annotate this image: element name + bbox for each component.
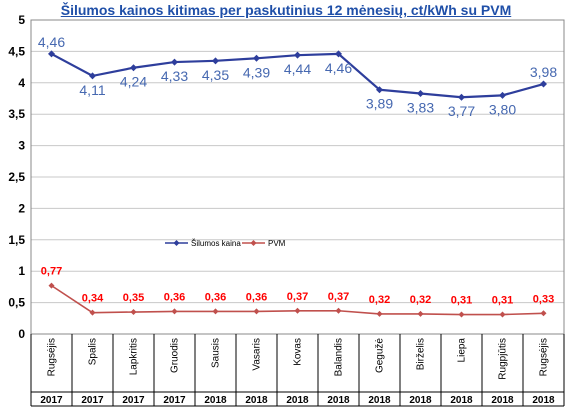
- y-tick-label: 3: [18, 139, 25, 153]
- y-tick-label: 2,5: [8, 170, 25, 184]
- legend-label-2: PVM: [268, 239, 286, 248]
- x-tick-label: Lapkritis: [129, 338, 140, 375]
- year-label: 2017: [163, 395, 186, 406]
- plot-border: [30, 19, 565, 335]
- x-tick-label: Liepa: [457, 338, 468, 363]
- series-point: [89, 72, 96, 80]
- y-tick-label: 1,5: [8, 233, 25, 247]
- y-tick-label: 5: [18, 13, 25, 27]
- series-point: [335, 50, 342, 58]
- series-point: [540, 80, 547, 88]
- year-label: 2018: [327, 395, 350, 406]
- data-label: 0,36: [164, 291, 185, 303]
- x-tick-label: Vasaris: [252, 338, 263, 371]
- x-tick-label: Spalis: [88, 338, 99, 365]
- x-tick-label: Rugsėjis: [539, 338, 550, 376]
- y-tick-label: 0,5: [8, 296, 25, 310]
- series-point: [48, 50, 55, 58]
- year-label: 2018: [286, 395, 309, 406]
- data-label: 4,24: [120, 74, 147, 90]
- data-label: 0,37: [328, 291, 349, 303]
- legend-marker-1: [173, 240, 180, 246]
- data-label: 0,36: [205, 291, 226, 303]
- data-label: 0,34: [82, 293, 104, 305]
- x-tick-label: Gruodis: [170, 338, 181, 373]
- data-label: 0,77: [41, 266, 62, 278]
- series-point: [171, 308, 178, 315]
- year-label: 2018: [204, 395, 227, 406]
- legend-label-1: Šilumos kaina: [191, 239, 241, 248]
- y-tick-label: 0: [18, 327, 25, 341]
- series-point: [335, 307, 342, 314]
- x-tick-label: Gegužė: [375, 338, 386, 373]
- data-label: 3,89: [366, 96, 393, 112]
- x-tick-label: Balandis: [334, 338, 345, 376]
- series-point: [417, 310, 424, 317]
- series-point: [294, 307, 301, 314]
- series-point: [540, 310, 547, 317]
- legend: Šilumos kaina PVM: [165, 239, 286, 248]
- data-label: 4,33: [161, 68, 188, 84]
- series-point: [212, 57, 219, 65]
- data-label: 0,32: [369, 294, 390, 306]
- series-point: [499, 311, 506, 318]
- year-label: 2017: [40, 395, 63, 406]
- year-label: 2018: [491, 395, 514, 406]
- x-tick-label: Kovas: [293, 338, 304, 366]
- data-label: 0,32: [410, 294, 431, 306]
- series-point: [48, 282, 55, 289]
- data-label: 4,39: [243, 64, 270, 80]
- year-label: 2018: [368, 395, 391, 406]
- data-label: 4,44: [284, 61, 311, 77]
- data-label: 4,11: [79, 82, 105, 98]
- series-point: [253, 308, 260, 315]
- series-point: [89, 309, 96, 316]
- data-label: 3,77: [448, 103, 475, 119]
- series-point: [212, 308, 219, 315]
- y-tick-label: 1: [18, 264, 25, 278]
- data-label: 0,35: [123, 292, 144, 304]
- series-point: [253, 54, 260, 62]
- year-label: 2017: [81, 395, 104, 406]
- y-tick-label: 3,5: [8, 107, 25, 121]
- year-label: 2018: [532, 395, 555, 406]
- year-label: 2018: [409, 395, 432, 406]
- series-point: [499, 91, 506, 99]
- series-point: [458, 311, 465, 318]
- chart-title: Šilumos kainos kitimas per paskutinius 1…: [60, 2, 512, 18]
- y-tick-label: 4,5: [8, 44, 25, 58]
- x-tick-label: Sausis: [211, 338, 222, 368]
- series-point: [458, 93, 465, 101]
- legend-marker-2: [250, 240, 257, 246]
- data-label: 3,83: [407, 99, 434, 115]
- data-label: 0,36: [246, 291, 267, 303]
- x-tick-label: Birželis: [416, 338, 427, 370]
- data-label: 4,35: [202, 67, 229, 83]
- y-tick-label: 4: [18, 76, 25, 90]
- year-label: 2017: [122, 395, 145, 406]
- year-label: 2018: [245, 395, 268, 406]
- data-label: 0,31: [451, 295, 472, 307]
- x-tick-label: Rugpjūtis: [498, 338, 509, 380]
- series-point: [376, 86, 383, 94]
- series-point: [171, 58, 178, 66]
- year-label: 2018: [450, 395, 473, 406]
- series-point: [130, 309, 137, 316]
- series-point: [130, 64, 137, 72]
- series-point: [376, 310, 383, 317]
- x-tick-label: Rugsėjis: [47, 338, 58, 376]
- series-point: [417, 89, 424, 97]
- data-label: 0,37: [287, 291, 308, 303]
- data-label: 4,46: [38, 34, 65, 50]
- data-label: 3,98: [530, 64, 557, 80]
- y-tick-label: 2: [18, 201, 25, 215]
- series-point: [294, 51, 301, 59]
- data-label: 4,46: [325, 60, 352, 76]
- data-label: 0,33: [533, 293, 554, 305]
- data-label: 3,80: [489, 101, 516, 117]
- data-label: 0,31: [492, 295, 513, 307]
